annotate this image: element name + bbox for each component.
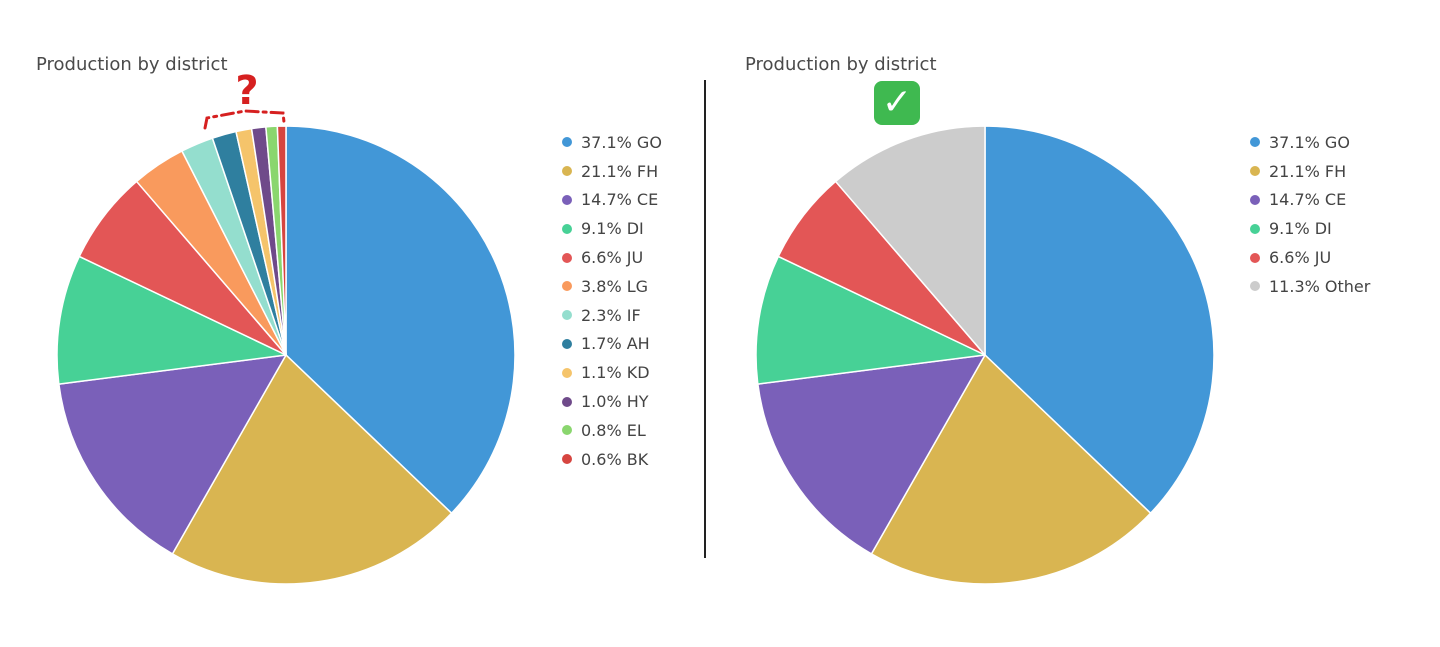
pie-slice-ce[interactable]	[58, 354, 287, 555]
legend-label: 21.1% FH	[1269, 161, 1347, 181]
legend-label: 37.1% GO	[581, 132, 662, 152]
legend-marker	[1250, 281, 1260, 292]
legend-marker	[562, 194, 572, 205]
legend-item-go[interactable]: 37.1% GO	[1250, 128, 1370, 157]
legend-item-el[interactable]: 0.8% EL	[562, 416, 662, 445]
legend-label: 9.1% DI	[1269, 219, 1332, 239]
legend-detailed: 37.1% GO 21.1% FH 14.7% CE 9.1% DI 6.6% JU 3.…	[562, 128, 662, 474]
legend-marker	[1250, 252, 1260, 263]
legend-item-ce[interactable]: 14.7% CE	[1250, 186, 1370, 215]
legend-marker	[1250, 223, 1260, 234]
legend-marker	[562, 338, 572, 349]
legend-item-fh[interactable]: 21.1% FH	[562, 157, 662, 186]
legend-marker	[562, 223, 572, 234]
legend-marker	[562, 396, 572, 407]
pie-slice-di[interactable]	[755, 255, 986, 385]
legend-marker	[562, 454, 572, 465]
legend-label: 3.8% LG	[581, 276, 649, 296]
pie-slice-go[interactable]	[984, 125, 1215, 514]
legend-item-ju[interactable]: 6.6% JU	[1250, 243, 1370, 272]
question-mark-annotation: ?	[203, 72, 286, 130]
legend-item-kd[interactable]: 1.1% KD	[562, 358, 662, 387]
legend-item-lg[interactable]: 3.8% LG	[562, 272, 662, 301]
legend-label: 1.0% HY	[581, 392, 649, 412]
legend-item-go[interactable]: 37.1% GO	[562, 128, 662, 157]
left-chart-panel: Production by district 37.1% GO 21.1% FH 1…	[0, 0, 700, 647]
pie-slice-ce[interactable]	[757, 354, 986, 555]
legend-item-di[interactable]: 9.1% DI	[1250, 214, 1370, 243]
legend-label: 2.3% IF	[581, 305, 641, 325]
legend-marker	[1250, 166, 1260, 177]
pie-slice-other[interactable]	[834, 125, 986, 356]
legend-marker	[562, 367, 572, 378]
legend-marker	[562, 137, 572, 148]
question-mark-text: ?	[235, 72, 258, 114]
pie-slice-fh[interactable]	[171, 354, 453, 585]
legend-label: 9.1% DI	[581, 219, 644, 239]
panel-divider	[704, 80, 706, 558]
pie-chart-detailed	[56, 125, 516, 585]
legend-marker	[562, 281, 572, 292]
legend-label: 14.7% CE	[581, 190, 659, 210]
legend-item-ce[interactable]: 14.7% CE	[562, 186, 662, 215]
bracket-annotation-line	[203, 109, 286, 130]
legend-marker	[1250, 137, 1260, 148]
check-mark-icon: ✓	[874, 81, 920, 125]
legend-label: 1.7% AH	[581, 334, 650, 354]
legend-item-bk[interactable]: 0.6% BK	[562, 445, 662, 474]
legend-item-ah[interactable]: 1.7% AH	[562, 330, 662, 359]
pie-slice-go[interactable]	[285, 125, 516, 514]
legend-marker	[562, 166, 572, 177]
legend-item-hy[interactable]: 1.0% HY	[562, 387, 662, 416]
legend-label: 6.6% JU	[581, 248, 644, 268]
legend-item-if[interactable]: 2.3% IF	[562, 301, 662, 330]
legend-label: 11.3% Other	[1269, 276, 1371, 296]
right-chart-panel: Production by district ✓ 37.1% GO 21.1% F…	[710, 0, 1440, 647]
legend-item-ju[interactable]: 6.6% JU	[562, 243, 662, 272]
pie-slice-di[interactable]	[56, 255, 287, 385]
legend-marker	[1250, 194, 1260, 205]
legend-label: 1.1% KD	[581, 363, 650, 383]
legend-label: 37.1% GO	[1269, 132, 1350, 152]
chart-title: Production by district	[36, 54, 228, 75]
legend-marker	[562, 425, 572, 436]
legend-label: 6.6% JU	[1269, 248, 1332, 268]
legend-label: 0.6% BK	[581, 449, 649, 469]
legend-label: 0.8% EL	[581, 420, 646, 440]
legend-marker	[562, 252, 572, 263]
legend-marker	[562, 310, 572, 321]
legend-item-fh[interactable]: 21.1% FH	[1250, 157, 1370, 186]
pie-chart-grouped	[755, 125, 1215, 585]
legend-item-di[interactable]: 9.1% DI	[562, 214, 662, 243]
legend-label: 14.7% CE	[1269, 190, 1347, 210]
pie-slice-fh[interactable]	[870, 354, 1152, 585]
legend-item-other[interactable]: 11.3% Other	[1250, 272, 1370, 301]
pie-slice-bk[interactable]	[276, 125, 287, 356]
legend-label: 21.1% FH	[581, 161, 659, 181]
legend-grouped: 37.1% GO 21.1% FH 14.7% CE 9.1% DI 6.6% JU 11…	[1250, 128, 1370, 301]
chart-title: Production by district	[745, 54, 937, 75]
